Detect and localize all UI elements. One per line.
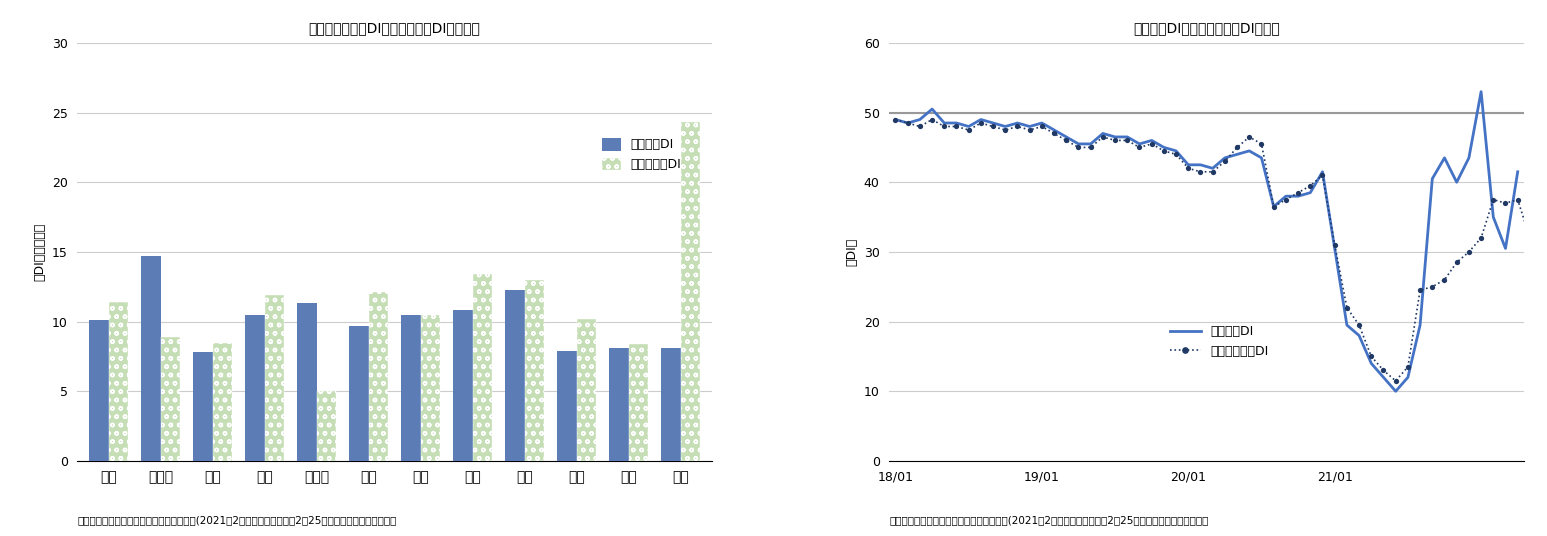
Bar xyxy=(141,256,161,461)
Y-axis label: （DI）: （DI） xyxy=(845,238,859,266)
Bar xyxy=(524,280,545,461)
Bar xyxy=(244,315,265,461)
Bar xyxy=(212,343,232,461)
Bar xyxy=(557,351,577,461)
Bar xyxy=(108,302,128,461)
Bar xyxy=(453,310,472,461)
Bar xyxy=(681,122,701,461)
Bar xyxy=(661,348,681,461)
Bar xyxy=(317,391,336,461)
Legend: 現状判断DI, 先行き判断DI: 現状判断DI, 先行き判断DI xyxy=(597,133,687,176)
Bar xyxy=(504,289,524,461)
Bar xyxy=(161,337,181,461)
Bar xyxy=(610,348,628,461)
Bar xyxy=(401,315,421,461)
Bar xyxy=(193,352,212,461)
Title: 地域別現状判断DI・先行き判断DIの前月差: 地域別現状判断DI・先行き判断DIの前月差 xyxy=(308,21,481,35)
Bar xyxy=(297,303,317,461)
Bar xyxy=(577,319,596,461)
Text: （出所）内閣府「景気ウォッチャー調査」(2021年2月調査、調査期間：2月25日から月末、季節調整値）: （出所）内閣府「景気ウォッチャー調査」(2021年2月調査、調査期間：2月25日… xyxy=(890,515,1208,525)
Legend: 現状判断DI, 現状水準判断DI: 現状判断DI, 現状水準判断DI xyxy=(1165,321,1275,363)
Bar xyxy=(348,326,368,461)
Text: （出所）内閣府「景気ウォッチャー調査」(2021年2月調査、調査期間：2月25日から月末、季節調整値）: （出所）内閣府「景気ウォッチャー調査」(2021年2月調査、調査期間：2月25日… xyxy=(77,515,396,525)
Bar xyxy=(421,315,441,461)
Bar xyxy=(628,344,648,461)
Bar xyxy=(265,295,285,461)
Y-axis label: （DIの前月差）: （DIの前月差） xyxy=(32,223,46,281)
Bar xyxy=(472,274,492,461)
Title: 現状判断DIと現状水準判断DIの比較: 現状判断DIと現状水準判断DIの比較 xyxy=(1134,21,1279,35)
Bar xyxy=(88,320,108,461)
Bar xyxy=(368,292,388,461)
